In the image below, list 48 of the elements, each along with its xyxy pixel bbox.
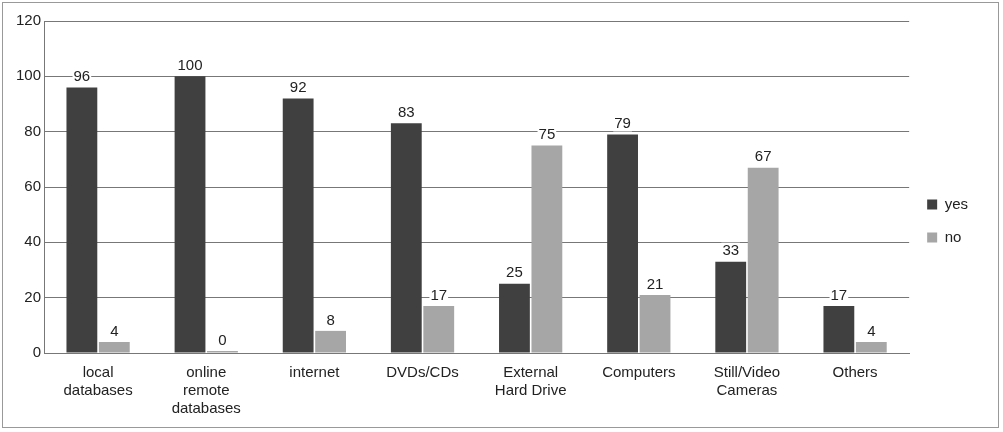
data-label: 75: [538, 125, 556, 143]
data-label: 4: [867, 321, 876, 339]
data-label: 67: [754, 147, 772, 165]
data-label: 83: [397, 103, 415, 121]
bar: [715, 261, 747, 353]
y-tick-label: 0: [32, 343, 42, 361]
data-label: 25: [506, 263, 523, 281]
data-label: 4: [110, 321, 119, 339]
x-tick-label: Others: [832, 363, 878, 381]
legend-label: no: [944, 227, 962, 245]
bar: [747, 167, 779, 353]
bar: [174, 76, 206, 353]
bar: [315, 330, 347, 353]
bar: [98, 341, 130, 353]
y-tick-label: 80: [24, 121, 42, 139]
data-label: 100: [177, 55, 203, 73]
y-tick-label: 20: [24, 287, 42, 305]
bar: [855, 341, 887, 353]
x-tick-label: online remote databases: [171, 363, 241, 417]
x-tick-label: Computers: [602, 363, 676, 381]
x-tick-label: Still/Video Cameras: [713, 363, 781, 399]
x-tick-label: local databases: [63, 363, 133, 399]
data-label: 33: [722, 241, 740, 259]
data-label: 96: [73, 67, 91, 85]
bar: [639, 294, 671, 353]
x-tick-label: internet: [289, 363, 341, 381]
bar: [499, 283, 530, 353]
bar: [390, 123, 422, 353]
bar: [423, 305, 455, 353]
bar: [823, 305, 855, 353]
y-tick-label: 40: [24, 232, 42, 250]
data-label: 0: [218, 330, 227, 348]
bar: [282, 98, 314, 353]
x-tick-label: External Hard Drive: [494, 363, 567, 399]
y-tick-label: 60: [24, 177, 42, 195]
data-label: 79: [614, 114, 631, 132]
data-label: 8: [326, 310, 335, 328]
x-tick-label: DVDs/CDs: [386, 363, 459, 381]
bar: [66, 87, 98, 353]
y-tick-label: 100: [16, 66, 42, 84]
data-label: 17: [430, 285, 448, 303]
y-tick-label: 120: [16, 11, 42, 29]
data-label: 92: [289, 78, 307, 96]
bar: [531, 145, 563, 353]
legend-label: yes: [944, 194, 968, 212]
data-label: 21: [646, 274, 664, 292]
data-label: 17: [830, 285, 848, 303]
bar: [607, 134, 638, 353]
